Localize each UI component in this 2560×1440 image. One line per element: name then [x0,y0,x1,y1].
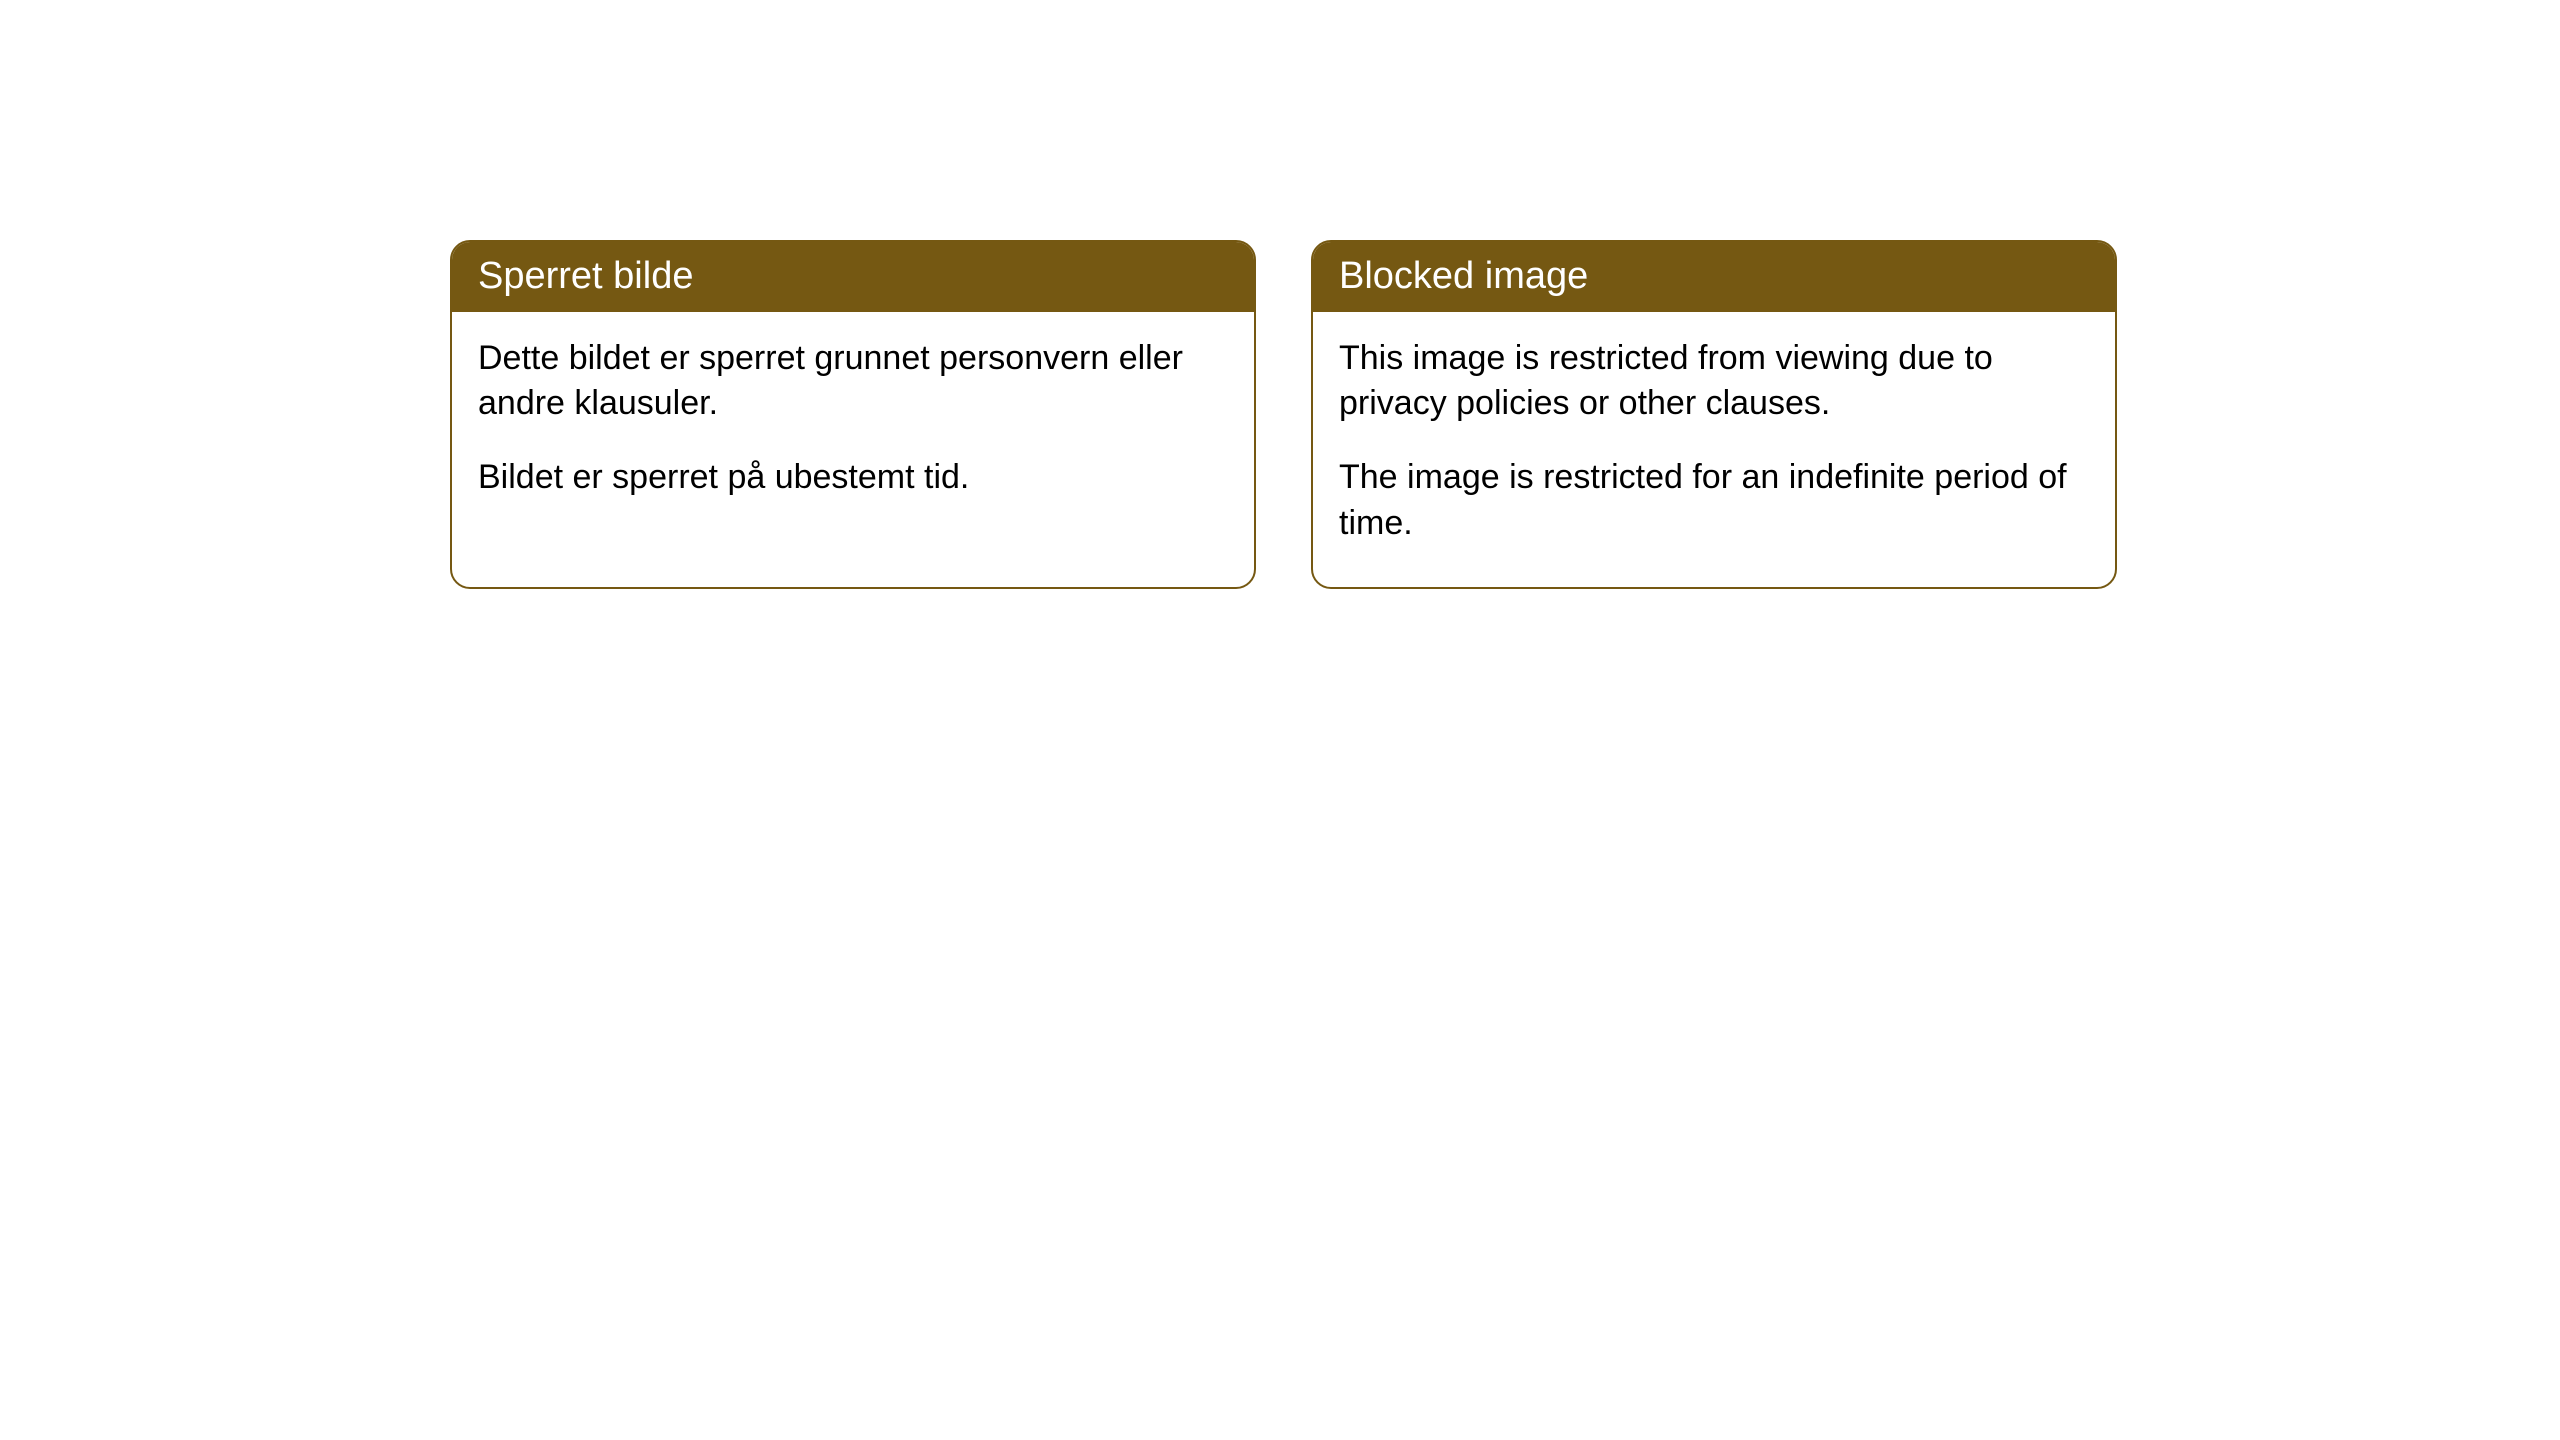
blocked-image-card-norwegian: Sperret bilde Dette bildet er sperret gr… [450,240,1256,589]
card-paragraph: The image is restricted for an indefinit… [1339,455,2089,547]
card-header: Sperret bilde [452,242,1254,312]
blocked-image-card-english: Blocked image This image is restricted f… [1311,240,2117,589]
card-paragraph: This image is restricted from viewing du… [1339,336,2089,428]
card-paragraph: Bildet er sperret på ubestemt tid. [478,455,1228,501]
card-title: Blocked image [1339,255,1588,297]
card-header: Blocked image [1313,242,2115,312]
notice-cards-container: Sperret bilde Dette bildet er sperret gr… [450,240,2117,589]
card-body: Dette bildet er sperret grunnet personve… [452,312,1254,542]
card-title: Sperret bilde [478,255,693,297]
card-paragraph: Dette bildet er sperret grunnet personve… [478,336,1228,428]
card-body: This image is restricted from viewing du… [1313,312,2115,588]
